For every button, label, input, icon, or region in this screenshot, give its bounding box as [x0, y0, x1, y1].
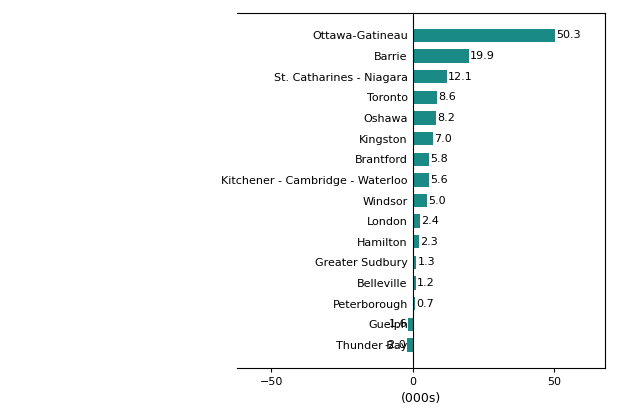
Text: 2.4: 2.4	[421, 216, 439, 226]
Bar	[407, 338, 412, 352]
Bar	[412, 194, 427, 207]
Bar	[408, 318, 412, 331]
Bar	[412, 49, 469, 63]
Text: 8.6: 8.6	[438, 92, 456, 102]
Text: -2.0: -2.0	[384, 340, 406, 350]
Bar	[412, 132, 432, 145]
Bar	[412, 70, 447, 83]
Text: 2.3: 2.3	[421, 237, 438, 247]
Text: 5.8: 5.8	[431, 154, 448, 164]
Bar	[412, 173, 429, 186]
Bar	[412, 276, 416, 290]
Bar	[412, 153, 429, 166]
Bar	[412, 214, 419, 228]
Text: 1.3: 1.3	[417, 257, 435, 268]
Bar	[412, 111, 436, 125]
X-axis label: (000s): (000s)	[401, 393, 441, 405]
Text: 5.0: 5.0	[428, 196, 446, 206]
Bar	[412, 297, 415, 311]
Bar	[412, 29, 555, 42]
Text: 8.2: 8.2	[437, 113, 455, 123]
Text: 12.1: 12.1	[448, 71, 473, 82]
Text: -1.6: -1.6	[386, 319, 407, 329]
Text: 0.7: 0.7	[416, 299, 434, 309]
Text: 1.2: 1.2	[417, 278, 435, 288]
Bar	[412, 91, 437, 104]
Bar	[412, 256, 416, 269]
Text: 7.0: 7.0	[434, 134, 451, 144]
Text: 50.3: 50.3	[556, 31, 581, 41]
Text: 5.6: 5.6	[430, 175, 447, 185]
Text: 19.9: 19.9	[470, 51, 495, 61]
Bar	[412, 235, 419, 248]
